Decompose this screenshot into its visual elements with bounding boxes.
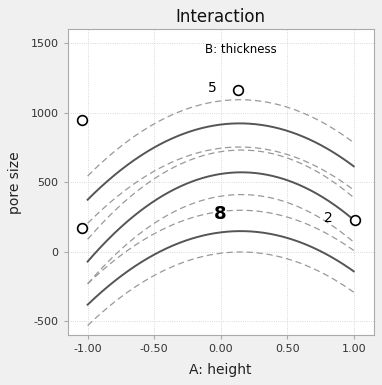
Text: 8: 8 (214, 205, 227, 223)
Text: 5: 5 (208, 81, 217, 95)
Text: 2: 2 (324, 211, 332, 225)
X-axis label: A: height: A: height (189, 363, 252, 377)
Y-axis label: pore size: pore size (8, 151, 22, 214)
Text: B: thickness: B: thickness (206, 43, 277, 56)
Title: Interaction: Interaction (176, 8, 265, 26)
